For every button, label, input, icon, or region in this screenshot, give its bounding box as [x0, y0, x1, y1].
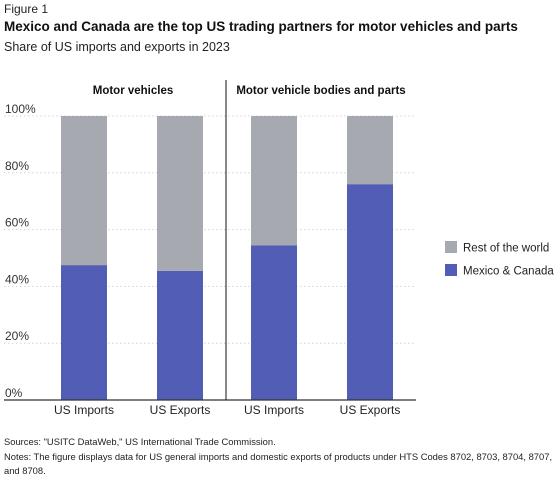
legend-mexico-canada-label: Mexico & Canada — [463, 266, 554, 278]
bar-mexico-canada-2 — [157, 270, 203, 400]
legend-rest-of-world-swatch — [445, 241, 457, 253]
chart-subtitle: Share of US imports and exports in 2023 — [4, 40, 230, 54]
x-category-label: US Imports — [54, 403, 114, 417]
y-tick-label: 60% — [5, 216, 29, 230]
bar-mexico-canada-4 — [347, 184, 393, 400]
bar-rest-of-world-3 — [251, 116, 297, 246]
x-category-label: US Imports — [244, 403, 304, 417]
y-tick-label: 20% — [5, 329, 29, 343]
y-tick-label: 80% — [5, 159, 29, 173]
bar-rest-of-world-4 — [347, 116, 393, 185]
bar-mexico-canada-1 — [61, 265, 107, 400]
bar-rest-of-world-1 — [61, 116, 107, 266]
chart-area: 0% 20% 40% 60% 80% 100% US Imports US Exports US… — [4, 80, 554, 417]
figure-label: Figure 1 — [4, 2, 49, 16]
panel-title-motor-vehicles: Motor vehicles — [93, 85, 174, 97]
y-tick-label: 0% — [5, 386, 23, 400]
panel-title-bodies-and-parts: Motor vehicle bodies and parts — [236, 85, 405, 97]
legend-rest-of-world-label: Rest of the world — [463, 243, 549, 255]
bar-rest-of-world-2 — [157, 116, 203, 271]
chart-notes: Sources: "USITC DataWeb," US Internation… — [4, 435, 556, 479]
bar-mexico-canada-3 — [251, 245, 297, 400]
sources-note: Sources: "USITC DataWeb," US Internation… — [4, 436, 276, 447]
x-category-label: US Exports — [150, 403, 211, 417]
legend-mexico-canada-swatch — [445, 264, 457, 276]
y-tick-label: 100% — [5, 102, 36, 116]
notes-text: Notes: The figure displays data for US g… — [4, 450, 553, 477]
y-tick-label: 40% — [5, 272, 29, 286]
chart-title: Mexico and Canada are the top US trading… — [4, 19, 518, 34]
x-category-label: US Exports — [340, 403, 401, 417]
